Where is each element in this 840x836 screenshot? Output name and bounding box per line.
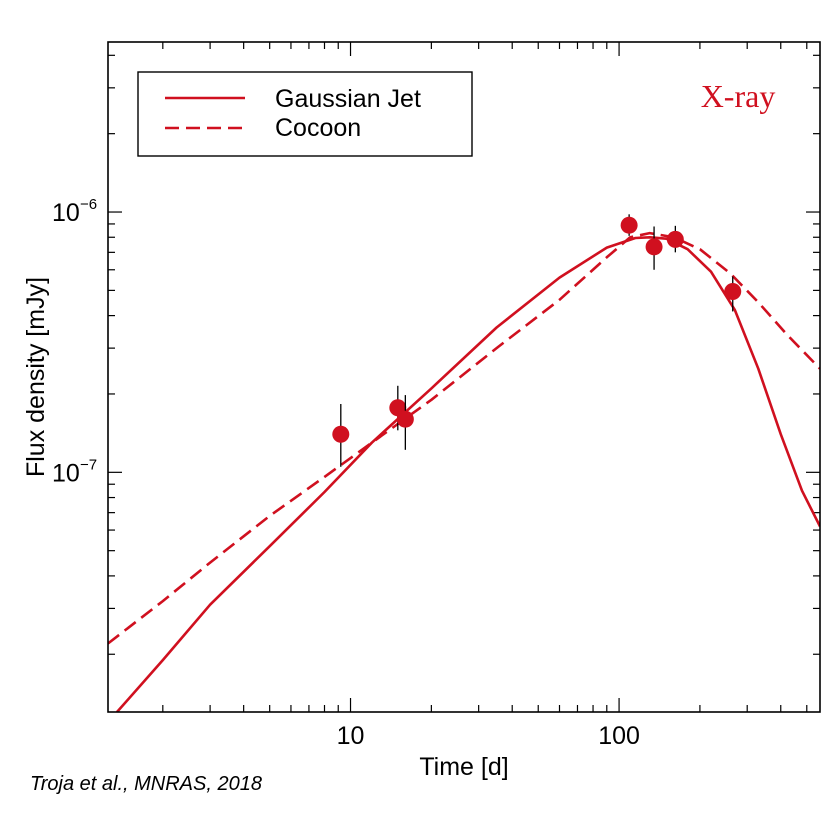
data-point xyxy=(332,425,350,443)
legend: Gaussian Jet Cocoon xyxy=(137,71,473,157)
cocoon-curve xyxy=(108,231,820,645)
xray-annotation: X-ray xyxy=(701,78,776,114)
data-point xyxy=(620,216,638,234)
legend-cocoon-label: Cocoon xyxy=(275,114,361,142)
y-tick-label: 10 xyxy=(52,459,80,487)
x-axis-label: Time [d] xyxy=(419,753,508,781)
data-point xyxy=(396,410,414,428)
y-axis-label: Flux density [mJy] xyxy=(22,277,50,477)
citation-credit: Troja et al., MNRAS, 2018 xyxy=(30,773,262,795)
y-tick-label: 10 xyxy=(52,199,80,227)
plot-frame xyxy=(107,41,821,713)
data-point xyxy=(645,238,663,256)
x-tick-label: 10 xyxy=(337,722,365,750)
x-tick-label: 100 xyxy=(598,722,640,750)
legend-gaussian-jet-label: Gaussian Jet xyxy=(275,85,421,113)
gaussian-jet-curve xyxy=(116,236,820,712)
data-points xyxy=(332,214,742,467)
legend-box xyxy=(137,71,473,157)
data-point xyxy=(666,230,684,248)
y-tick-label-exponent: −6 xyxy=(80,196,97,213)
axis-ticks xyxy=(108,42,820,712)
data-point xyxy=(724,283,742,301)
y-tick-label-exponent: −7 xyxy=(80,456,97,473)
plot-curves xyxy=(108,231,820,712)
